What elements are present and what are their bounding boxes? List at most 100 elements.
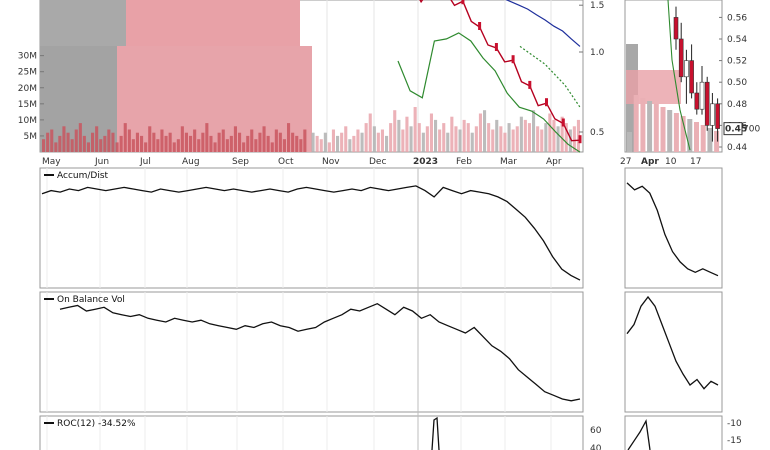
volume-bar <box>348 139 352 152</box>
zoom-candle <box>684 60 689 78</box>
volume-bar <box>176 139 180 152</box>
volume-bar <box>78 123 82 152</box>
volume-bar <box>474 126 478 152</box>
last-price-box <box>723 122 743 136</box>
shaded-region-pink <box>126 0 300 46</box>
x-tick-label: Sep <box>232 157 249 167</box>
volume-bar <box>523 119 527 152</box>
volume-bar <box>66 132 70 152</box>
volume-bar <box>42 139 46 152</box>
volume-bar <box>470 132 474 152</box>
zoom-volume-bar <box>707 128 713 152</box>
price-candle <box>461 0 465 5</box>
volume-tick-label: 30M <box>18 52 37 62</box>
volume-bar <box>503 132 507 152</box>
volume-bar <box>58 135 62 152</box>
volume-bar <box>160 129 164 152</box>
volume-bar <box>278 132 282 152</box>
volume-bar <box>54 142 58 152</box>
volume-bar <box>323 132 327 152</box>
volume-bar <box>507 123 511 152</box>
volume-bar <box>233 126 237 152</box>
volume-bar <box>564 123 568 152</box>
volume-bar <box>156 139 160 152</box>
volume-bar <box>405 116 409 152</box>
zoom-candle <box>673 17 679 40</box>
volume-bar <box>413 107 417 152</box>
ma-short-dotted <box>519 45 581 108</box>
zoom-volume-bar <box>687 119 693 152</box>
volume-bar <box>91 132 95 152</box>
volume-bar <box>246 135 250 152</box>
zoom-candle <box>704 81 710 126</box>
volume-bar <box>172 142 176 152</box>
panel-frame <box>624 291 723 413</box>
zoom-volume-bar <box>694 122 699 152</box>
price-candle <box>511 55 515 64</box>
x-tick-label: Jun <box>94 157 109 167</box>
accum-dist-zoom-line <box>626 182 719 277</box>
volume-bar <box>213 142 217 152</box>
zoom-x-tick-label: 10 <box>665 157 677 167</box>
shaded-region-pink <box>117 46 312 152</box>
volume-bar <box>478 113 482 152</box>
volume-bar <box>46 132 50 152</box>
volume-tick-label: 20M <box>18 84 37 94</box>
volume-bar <box>421 132 425 152</box>
zoom-volume-bar <box>647 101 653 152</box>
zoom-price-tick-label: 0.54 <box>727 35 747 45</box>
volume-bar <box>336 135 340 152</box>
volume-bar <box>254 139 258 152</box>
price-tick-label: 0.5 <box>590 128 604 138</box>
volume-bar <box>315 135 319 152</box>
volume-bar <box>258 132 262 152</box>
zoom-candle <box>699 81 705 110</box>
volume-bar <box>184 132 188 152</box>
volume-bar <box>458 129 462 152</box>
volume-bar <box>193 129 197 152</box>
volume-bar <box>401 129 405 152</box>
band-lower-line <box>397 32 581 153</box>
price-tick-label: 1.5 <box>590 1 604 11</box>
x-tick-label: Aug <box>182 157 200 167</box>
volume-bar <box>495 119 499 152</box>
price-candle <box>578 135 582 144</box>
last-price-label: 0.45 <box>725 125 747 135</box>
volume-bar <box>242 142 246 152</box>
zoom-volume-bar <box>700 125 706 152</box>
volume-bar <box>511 129 515 152</box>
volume-bar <box>462 119 466 152</box>
volume-tick-label: 15M <box>18 100 37 110</box>
volume-bar <box>209 135 213 152</box>
volume-bar <box>135 132 139 152</box>
zoom-volume-bar <box>627 132 632 152</box>
x-tick-label: Jul <box>139 157 151 167</box>
volume-bar <box>282 139 286 152</box>
volume-bar <box>364 123 368 152</box>
volume-bar <box>397 119 401 152</box>
volume-bar <box>221 129 225 152</box>
roc-tick-label: 40 <box>590 444 602 450</box>
zoom-candle <box>678 38 684 78</box>
zoom-volume-bar <box>640 98 646 152</box>
volume-bar <box>82 135 86 152</box>
volume-bar <box>103 135 107 152</box>
volume-bar <box>499 126 503 152</box>
volume-bar <box>287 123 291 152</box>
volume-bar <box>319 139 323 152</box>
x-tick-label: Dec <box>369 157 386 167</box>
price-candle <box>478 22 482 30</box>
volume-bar <box>450 116 454 152</box>
volume-bar <box>380 129 384 152</box>
volume-bar <box>376 132 380 152</box>
volume-bar <box>393 110 397 152</box>
volume-bar <box>131 139 135 152</box>
volume-bar <box>303 129 307 152</box>
price-candle <box>545 98 548 107</box>
volume-bar <box>250 129 254 152</box>
zoom-band-line <box>667 0 691 151</box>
volume-bar <box>409 126 413 152</box>
volume-bar <box>62 126 66 152</box>
volume-bar <box>466 123 470 152</box>
